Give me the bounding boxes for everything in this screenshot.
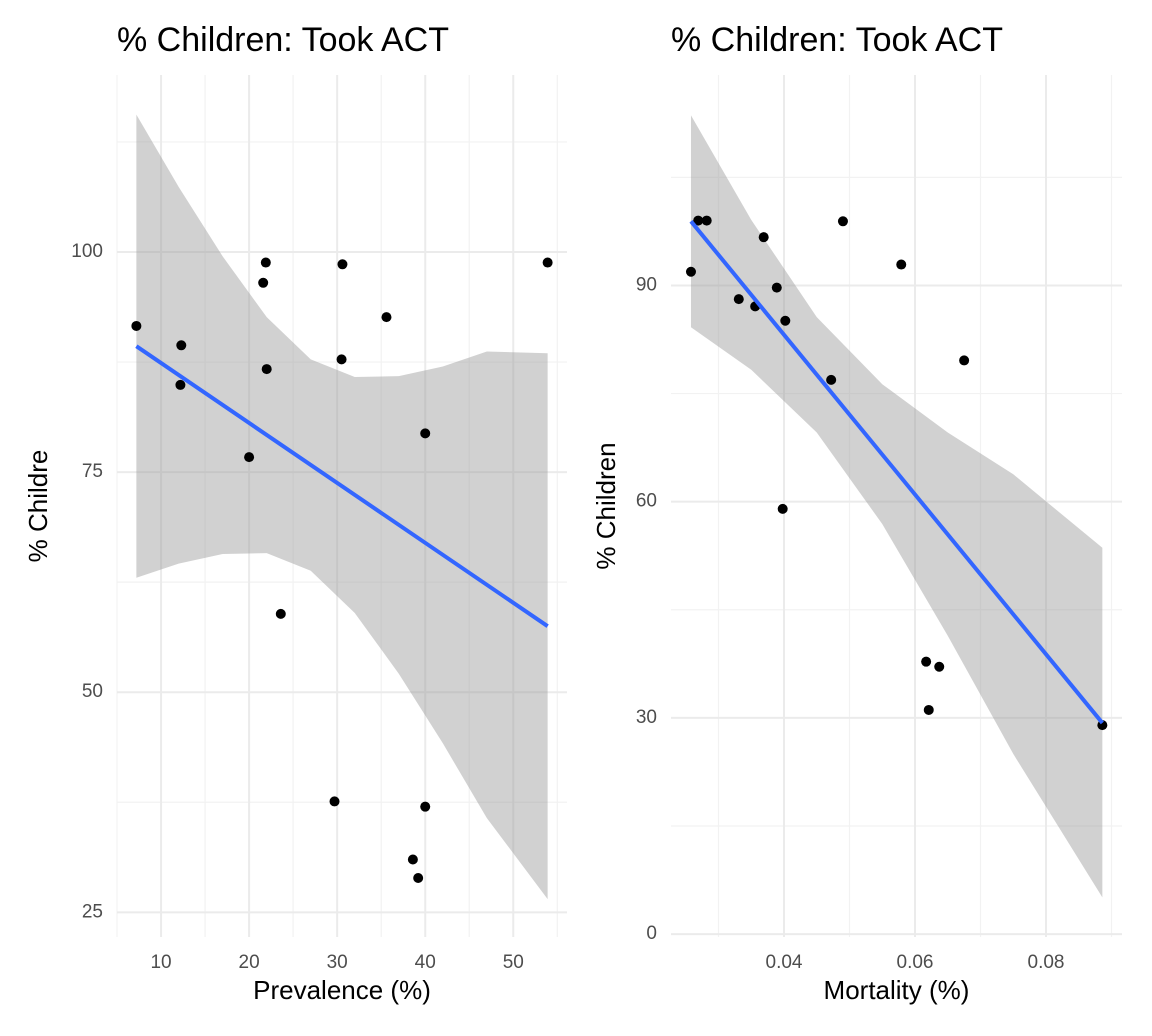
data-point	[407, 854, 418, 865]
data-point	[693, 215, 704, 226]
data-point	[260, 257, 271, 268]
data-point	[685, 266, 696, 277]
x-tick-label: 0.08	[1028, 952, 1065, 973]
fit-line	[135, 344, 549, 628]
chart-title: % Children: Took ACT	[671, 21, 1003, 59]
data-point	[923, 704, 934, 715]
data-point	[826, 374, 837, 385]
y-axis-title: % Childre	[23, 450, 53, 563]
data-point	[275, 608, 286, 619]
data-point	[542, 257, 553, 268]
data-point	[733, 294, 744, 305]
data-point	[244, 452, 255, 463]
data-point	[329, 796, 340, 807]
data-point	[837, 216, 848, 227]
x-tick-label: 30	[327, 952, 348, 973]
data-point	[420, 801, 431, 812]
x-axis-title: Mortality (%)	[824, 975, 970, 1005]
y-tick-label: 75	[82, 461, 103, 482]
y-tick-label: 30	[636, 707, 657, 728]
data-point	[131, 320, 142, 331]
data-point	[758, 232, 769, 243]
x-tick-label: 40	[415, 952, 436, 973]
data-point	[921, 656, 932, 667]
y-axis-title: % Children	[591, 442, 621, 569]
confidence-band	[136, 114, 548, 900]
data-point	[413, 873, 424, 884]
data-point	[701, 215, 712, 226]
x-tick-label: 10	[150, 952, 171, 973]
data-point	[777, 503, 788, 514]
data-point	[261, 364, 272, 375]
data-point	[780, 315, 791, 326]
data-point	[934, 661, 945, 672]
y-tick-label: 50	[82, 681, 103, 702]
data-point	[420, 428, 431, 439]
fit-line	[689, 220, 1104, 725]
y-tick-label: 90	[636, 274, 657, 295]
data-point	[771, 282, 782, 293]
data-point	[258, 277, 269, 288]
x-tick-label: 0.06	[897, 952, 934, 973]
y-tick-label: 100	[71, 241, 103, 262]
data-point	[176, 340, 187, 351]
data-point	[896, 259, 907, 270]
x-tick-label: 20	[239, 952, 260, 973]
data-point	[381, 312, 392, 323]
x-tick-label: 50	[503, 952, 524, 973]
y-tick-label: 0	[646, 923, 657, 944]
x-tick-label: 0.04	[766, 952, 803, 973]
data-point	[337, 259, 348, 270]
chart-title: % Children: Took ACT	[117, 21, 449, 59]
data-point	[959, 355, 970, 366]
y-tick-label: 25	[82, 901, 103, 922]
data-point	[336, 354, 347, 365]
x-axis-title: Prevalence (%)	[253, 975, 431, 1005]
y-tick-label: 60	[636, 491, 657, 512]
data-point	[175, 379, 186, 390]
confidence-band	[690, 115, 1103, 898]
